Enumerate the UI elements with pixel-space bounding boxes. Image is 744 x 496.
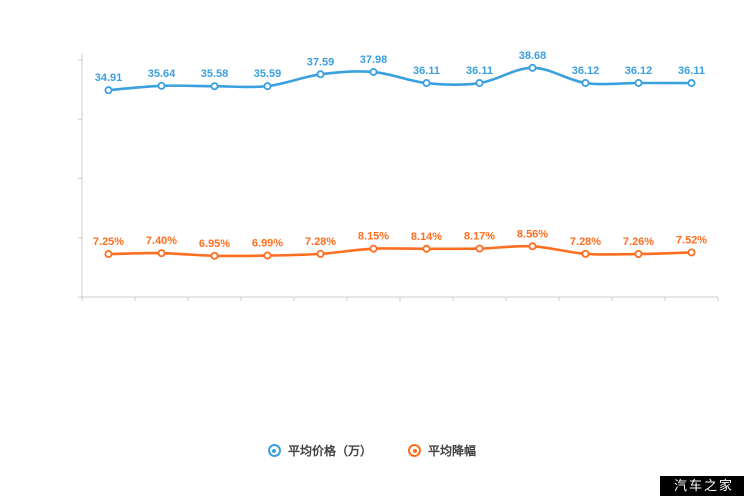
svg-text:7.25%: 7.25% <box>93 236 124 248</box>
svg-text:7.28%: 7.28% <box>305 236 336 248</box>
svg-text:35.58: 35.58 <box>201 68 229 80</box>
svg-text:7.26%: 7.26% <box>623 236 654 248</box>
svg-text:37.98: 37.98 <box>360 54 388 66</box>
svg-text:37.59: 37.59 <box>307 56 335 68</box>
series-平均降幅: 7.25% 7.40% 6.95% 6.99% 7.28% 8.15% 8.14% 8.17%… <box>93 228 707 260</box>
svg-text:36.12: 36.12 <box>625 65 653 77</box>
svg-text:34.91: 34.91 <box>95 72 123 84</box>
svg-text:7.28%: 7.28% <box>570 236 601 248</box>
legend-item-avg-discount[interactable]: 平均降幅 <box>408 442 476 459</box>
watermark-autohome: 汽车之家 <box>659 476 744 496</box>
svg-text:35.59: 35.59 <box>254 68 282 80</box>
svg-text:6.99%: 6.99% <box>252 238 283 250</box>
legend-label-avg-price: 平均价格（万） <box>287 444 372 458</box>
legend-marker-blue-icon <box>267 444 281 457</box>
svg-text:7.52%: 7.52% <box>676 234 707 246</box>
svg-text:7.40%: 7.40% <box>146 235 177 247</box>
svg-text:8.14%: 8.14% <box>411 231 442 243</box>
svg-text:35.64: 35.64 <box>148 68 176 80</box>
svg-text:8.17%: 8.17% <box>464 231 495 243</box>
chart-legend: 平均价格（万） 平均降幅 <box>0 442 744 459</box>
svg-text:36.11: 36.11 <box>413 65 440 77</box>
svg-text:36.12: 36.12 <box>572 65 600 77</box>
svg-text:8.56%: 8.56% <box>517 228 548 240</box>
series-平均价格（万）: 34.91 35.64 35.58 35.59 37.59 37.98 36.11 36.11… <box>95 50 705 95</box>
svg-text:8.15%: 8.15% <box>358 231 389 243</box>
legend-marker-orange-icon <box>408 444 421 457</box>
svg-text:36.11: 36.11 <box>466 65 493 77</box>
legend-label-avg-discount: 平均降幅 <box>428 444 477 458</box>
svg-text:36.11: 36.11 <box>678 65 705 77</box>
svg-text:38.68: 38.68 <box>519 50 547 62</box>
svg-text:6.95%: 6.95% <box>199 238 230 250</box>
legend-item-avg-price[interactable]: 平均价格（万） <box>267 442 372 459</box>
